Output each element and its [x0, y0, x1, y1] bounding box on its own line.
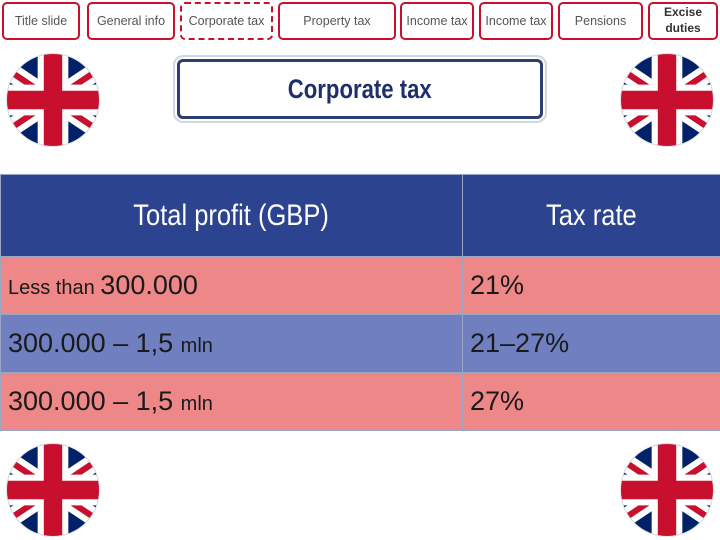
profit-cell: 300.000 – 1,5 mln	[0, 372, 463, 431]
uk-flag-icon	[7, 54, 99, 146]
header-total-profit: Total profit (GBP)	[0, 174, 463, 257]
rate-cell: 21–27%	[462, 314, 720, 373]
table-row: Less than 300.000 21%	[0, 256, 720, 315]
rate-cell: 27%	[462, 372, 720, 431]
profit-cell: Less than 300.000	[0, 256, 463, 315]
tab-excise-duties[interactable]: Excise duties	[648, 2, 718, 40]
corporate-tax-table: Total profit (GBP) Tax rate Less than 30…	[0, 174, 720, 431]
tab-title-slide[interactable]: Title slide	[2, 2, 80, 40]
uk-flag-icon	[621, 444, 713, 536]
tab-pensions[interactable]: Pensions	[558, 2, 643, 40]
profit-cell: 300.000 – 1,5 mln	[0, 314, 463, 373]
table-header-row: Total profit (GBP) Tax rate	[0, 174, 720, 257]
uk-flag-icon	[7, 444, 99, 536]
tab-property-tax[interactable]: Property tax	[278, 2, 396, 40]
table-row: 300.000 – 1,5 mln 21–27%	[0, 314, 720, 373]
page-title: Corporate tax	[288, 73, 432, 104]
tab-general-info[interactable]: General info	[87, 2, 175, 40]
table-row: 300.000 – 1,5 mln 27%	[0, 372, 720, 431]
header-tax-rate: Tax rate	[462, 174, 720, 257]
top-navigation: Title slide General info Corporate tax P…	[0, 0, 720, 46]
tab-income-tax-1[interactable]: Income tax	[400, 2, 474, 40]
rate-cell: 21%	[462, 256, 720, 315]
tab-corporate-tax[interactable]: Corporate tax	[180, 2, 273, 40]
page-title-box: Corporate tax	[177, 59, 543, 119]
tab-income-tax-2[interactable]: Income tax	[479, 2, 553, 40]
uk-flag-icon	[621, 54, 713, 146]
